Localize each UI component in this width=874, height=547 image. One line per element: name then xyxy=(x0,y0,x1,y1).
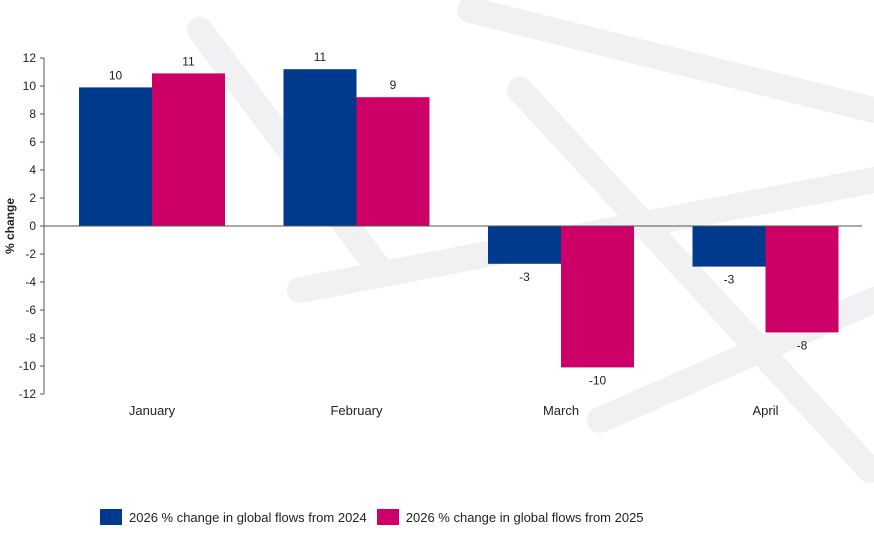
bar-april-series-0 xyxy=(692,226,766,267)
y-tick-label: -6 xyxy=(25,303,36,317)
y-tick-label: -2 xyxy=(25,247,36,261)
legend-item-2025: 2026 % change in global flows from 2025 xyxy=(376,509,644,525)
data-label-april-series-1: -8 xyxy=(797,338,808,352)
y-tick-label: -8 xyxy=(25,331,36,345)
bar-march-series-0 xyxy=(488,226,561,264)
y-tick-label: -10 xyxy=(19,359,37,373)
legend-swatch-2024 xyxy=(100,509,122,525)
y-axis-label: % change xyxy=(3,198,17,254)
data-label-march-series-0: -3 xyxy=(519,270,530,284)
y-tick-label: 2 xyxy=(29,191,36,205)
y-tick-label: -12 xyxy=(19,387,37,401)
y-tick-label: 8 xyxy=(29,107,36,121)
x-category-label: February xyxy=(330,403,383,418)
legend-swatch-2025 xyxy=(376,509,399,525)
y-axis: 12 10 8 6 4 2 0 -2 -4 -6 -8 -10 -12 xyxy=(19,51,45,401)
data-labels: 10 11 11 9 -3 -10 -3 -8 xyxy=(109,50,808,387)
x-category-label: April xyxy=(752,403,778,418)
y-tick-label: -4 xyxy=(25,275,36,289)
data-label-february-series-0: 11 xyxy=(314,50,327,64)
legend: 2026 % change in global flows from 2024 … xyxy=(100,509,654,525)
legend-label-2024: 2026 % change in global flows from 2024 xyxy=(129,509,367,525)
data-label-february-series-1: 9 xyxy=(390,78,397,92)
x-category-label: March xyxy=(543,403,579,418)
bar-march-series-1 xyxy=(561,226,634,368)
bar-january-series-1 xyxy=(152,73,225,227)
data-label-april-series-0: -3 xyxy=(724,273,735,287)
x-axis: January February March April xyxy=(44,225,862,418)
bar-february-series-0 xyxy=(283,69,357,226)
legend-label-2025: 2026 % change in global flows from 2025 xyxy=(405,509,644,525)
bar-january-series-0 xyxy=(79,87,152,227)
y-tick-label: 10 xyxy=(23,79,37,93)
bar-february-series-1 xyxy=(356,97,430,226)
x-category-label: January xyxy=(129,403,176,418)
data-label-march-series-1: -10 xyxy=(589,373,607,387)
y-tick-label: 4 xyxy=(29,163,36,177)
bar-april-series-1 xyxy=(765,226,839,333)
bars xyxy=(79,69,839,368)
data-label-january-series-0: 10 xyxy=(109,68,123,82)
y-tick-label: 0 xyxy=(29,219,36,233)
y-tick-label: 6 xyxy=(29,135,36,149)
y-tick-label: 12 xyxy=(23,51,37,65)
data-label-january-series-1: 11 xyxy=(182,54,195,68)
legend-item-2024: 2026 % change in global flows from 2024 xyxy=(100,509,367,525)
